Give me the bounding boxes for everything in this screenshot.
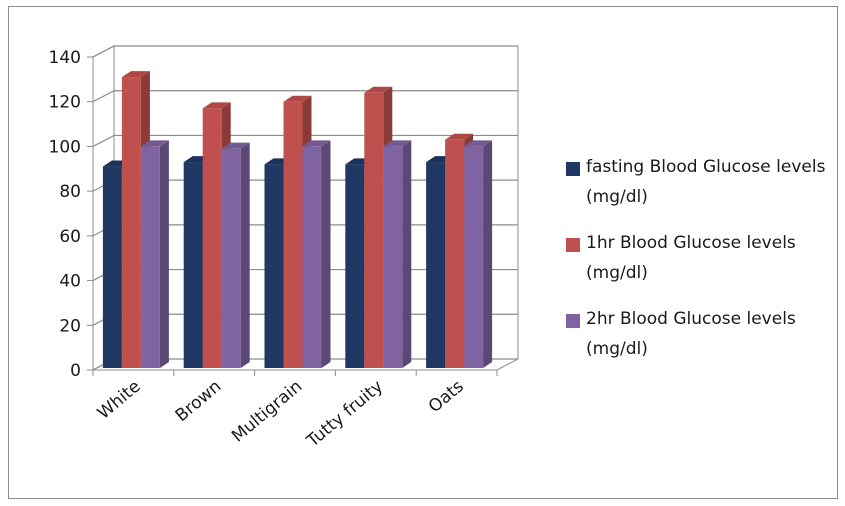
- bar-top: [121, 71, 150, 78]
- bar-side: [159, 140, 169, 368]
- bar: [264, 164, 284, 368]
- x-tick-label: Tutty fruity: [302, 377, 387, 452]
- x-tick-label: Multigrain: [228, 377, 306, 447]
- bar-top: [464, 140, 493, 147]
- bar: [383, 146, 403, 368]
- bar: [183, 162, 203, 368]
- bar-top: [221, 142, 250, 149]
- bar-top: [140, 140, 169, 147]
- y-tick-label: 120: [49, 93, 81, 113]
- x-tick-label: Oats: [425, 376, 468, 417]
- bar-top: [364, 86, 393, 93]
- y-tick-label: 140: [49, 48, 81, 68]
- legend-item-1hr: 1hr Blood Glucose levels (mg/dl): [562, 228, 844, 288]
- x-tick-label: White: [94, 377, 145, 424]
- bar: [283, 101, 303, 368]
- bar: [426, 162, 446, 368]
- bar: [302, 146, 322, 368]
- x-tick-label: Brown: [172, 377, 226, 427]
- bar-top: [202, 102, 231, 109]
- legend-item-2hr: 2hr Blood Glucose levels (mg/dl): [562, 304, 844, 364]
- legend-item-fasting: fasting Blood Glucose levels (mg/dl): [562, 152, 844, 212]
- bar-side: [321, 140, 331, 368]
- bar: [364, 92, 384, 369]
- bar-side: [240, 142, 250, 368]
- chart-legend: fasting Blood Glucose levels (mg/dl) 1hr…: [562, 152, 844, 380]
- bar: [121, 77, 141, 368]
- gridline: [92, 45, 518, 58]
- bar: [140, 146, 160, 368]
- bar: [221, 148, 241, 368]
- legend-label-2hr: 2hr Blood Glucose levels (mg/dl): [586, 309, 796, 359]
- legend-swatch-fasting: [566, 162, 580, 176]
- y-tick-label: 40: [59, 272, 81, 292]
- y-tick-label: 100: [49, 137, 81, 157]
- bar-top: [445, 133, 474, 140]
- legend-swatch-1hr: [566, 238, 580, 252]
- legend-label-1hr: 1hr Blood Glucose levels (mg/dl): [586, 233, 796, 283]
- bar-side: [402, 140, 412, 368]
- bar-top: [302, 140, 331, 147]
- bar-top: [283, 95, 312, 102]
- bar: [464, 146, 484, 368]
- y-tick-label: 0: [70, 361, 81, 381]
- bar: [102, 166, 122, 368]
- bar-top: [383, 140, 412, 147]
- legend-label-fasting: fasting Blood Glucose levels (mg/dl): [586, 157, 826, 207]
- bar: [202, 108, 222, 369]
- bar-side: [483, 140, 493, 368]
- bar: [445, 139, 465, 368]
- bar: [345, 164, 365, 368]
- y-tick-label: 80: [59, 182, 81, 202]
- legend-swatch-2hr: [566, 314, 580, 328]
- y-tick-label: 60: [59, 227, 81, 247]
- y-tick-label: 20: [59, 316, 81, 336]
